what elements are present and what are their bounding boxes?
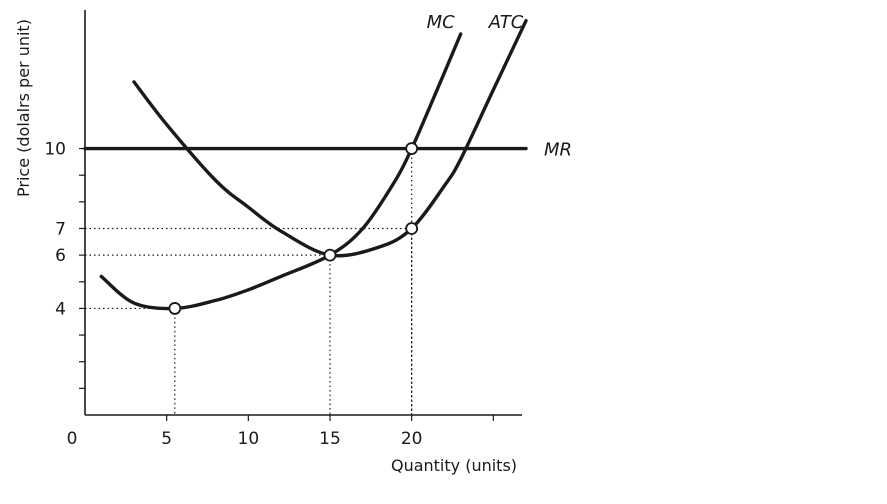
- x-axis-title: Quantity (units): [391, 456, 517, 475]
- mc-label: MC: [427, 12, 456, 33]
- x-tick-label: 0: [67, 429, 78, 449]
- y-axis-title: Price (dolalrs per unit): [14, 19, 33, 197]
- point-marker: [168, 302, 182, 315]
- labels: Quantity (units) Price (dolalrs per unit…: [14, 19, 517, 475]
- mc-curve: [99, 32, 463, 311]
- point-marker: [405, 222, 419, 235]
- guide-lines: [85, 147, 413, 415]
- y-tick-label: 4: [55, 299, 66, 319]
- x-tick-label: 20: [401, 429, 423, 449]
- y-tick-label: 6: [55, 246, 66, 266]
- x-tick-label: 15: [319, 429, 341, 449]
- mr-label: MR: [544, 140, 572, 161]
- markers: [168, 142, 419, 315]
- curves: MC ATC MR: [83, 12, 572, 311]
- axes: [84, 10, 522, 416]
- y-tick-label: 7: [55, 219, 66, 239]
- atc-label: ATC: [488, 12, 524, 33]
- y-tick-label: 10: [44, 140, 66, 160]
- point-marker: [323, 248, 337, 262]
- x-tick-label: 5: [161, 429, 172, 449]
- point-marker: [405, 142, 419, 155]
- x-tick-label: 10: [238, 429, 260, 449]
- ticks: 0 5 10 15 20 4 6 7 10: [44, 140, 494, 449]
- atc-curve: [132, 19, 528, 258]
